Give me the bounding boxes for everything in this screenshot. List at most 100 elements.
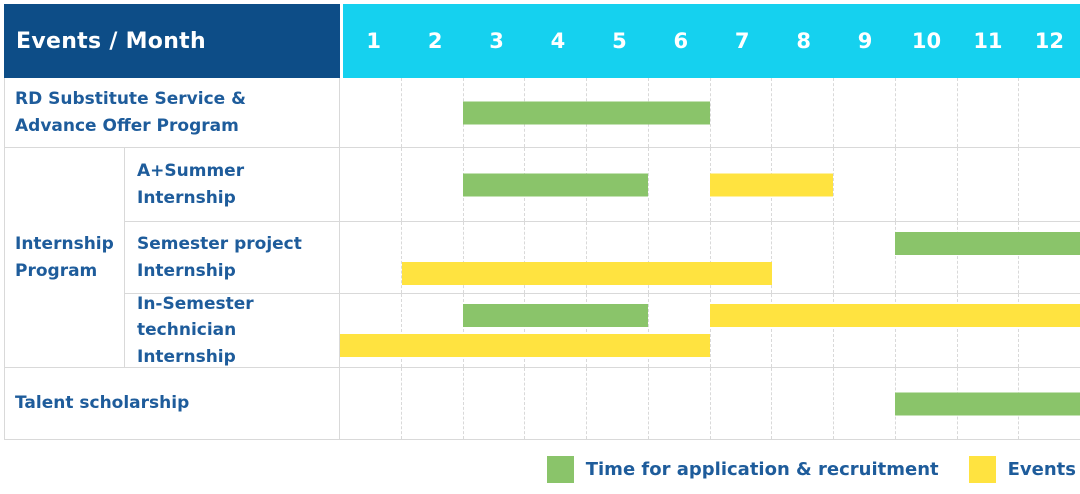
row-label-talent-scholarship: Talent scholarship xyxy=(4,368,340,440)
month-label: 6 xyxy=(673,29,689,53)
month-grid-cell xyxy=(709,222,772,293)
gantt-bar-recruitment xyxy=(895,232,1080,255)
month-grid-cell xyxy=(524,222,586,293)
chart-row-semester-project-internship xyxy=(340,222,1080,294)
month-grid-cell xyxy=(956,222,1019,293)
label-line: Program xyxy=(15,260,98,281)
row-label-a-summer-internship: A+Summer Internship xyxy=(125,148,340,222)
gantt-bar-recruitment xyxy=(463,101,710,124)
chart-row-talent-scholarship xyxy=(340,368,1080,440)
row-label-rd-substitute: RD Substitute Service & Advance Offer Pro… xyxy=(4,78,340,148)
month-grid-cell xyxy=(586,368,648,439)
month-grid-cell xyxy=(894,294,957,367)
month-grid-cell xyxy=(340,148,401,221)
month-label: 11 xyxy=(973,29,1003,53)
month-grid-cell xyxy=(586,294,648,367)
legend-item-recruitment: Time for application & recruitment xyxy=(546,456,939,483)
month-grid-cell xyxy=(400,148,463,221)
month-grid-cell xyxy=(709,148,772,221)
month-grid-cell xyxy=(709,294,772,367)
row-label-in-semester-technician-internship: In-Semester technician Internship xyxy=(125,294,340,368)
row-label-semester-project-internship: Semester project Internship xyxy=(125,222,340,294)
month-grid-cell xyxy=(340,78,401,147)
gantt-bar-events xyxy=(401,262,772,285)
month-label: 2 xyxy=(427,29,443,53)
month-grid-cell xyxy=(1018,78,1080,147)
header-events-month-cell: Events / Month xyxy=(4,4,340,78)
month-grid-cell xyxy=(462,148,525,221)
month-grid-cell xyxy=(709,368,772,439)
month-grid-cell xyxy=(894,78,957,147)
group-label-internship-program: Internship Program xyxy=(4,148,125,368)
chart-row-in-semester-technician-internship xyxy=(340,294,1080,368)
month-label: 3 xyxy=(489,29,504,53)
month-label: 5 xyxy=(612,29,627,53)
month-grid-cell xyxy=(647,294,710,367)
month-grid-cell xyxy=(956,78,1019,147)
gantt-bar-recruitment xyxy=(895,392,1080,415)
month-grid-cell xyxy=(462,294,525,367)
yellow-swatch-icon xyxy=(968,456,996,483)
gantt-bar-events xyxy=(710,304,1080,327)
legend-label-events: Events xyxy=(1007,459,1076,480)
label-line: In-Semester xyxy=(137,293,254,314)
label-line: Advance Offer Program xyxy=(15,115,239,136)
month-grid-cell xyxy=(833,294,895,367)
month-grid-cell xyxy=(647,148,710,221)
legend-label-recruitment: Time for application & recruitment xyxy=(585,459,939,480)
month-label: 1 xyxy=(366,29,382,53)
month-grid-cell xyxy=(400,294,463,367)
month-grid-cell xyxy=(894,148,957,221)
month-grid-cell xyxy=(1018,148,1080,221)
schedule-table: Events / Month 1 2 3 4 5 6 7 8 9 10 11 12 RD Substi… xyxy=(4,4,1080,440)
month-grid-cell xyxy=(524,294,586,367)
month-grid-cell xyxy=(709,78,772,147)
month-grid-cell xyxy=(340,222,401,293)
month-grid-cell xyxy=(771,368,833,439)
month-grid-cell xyxy=(647,222,710,293)
month-grid-cell xyxy=(1018,222,1080,293)
month-grid-cell xyxy=(400,222,463,293)
month-label: 9 xyxy=(857,29,873,53)
chart-row-a-summer-internship xyxy=(340,148,1080,222)
month-grid-cell xyxy=(894,222,957,293)
month-grid-cell xyxy=(833,78,895,147)
month-grid-cell xyxy=(462,78,525,147)
month-grid-cell xyxy=(1018,294,1080,367)
green-swatch-icon xyxy=(546,456,574,483)
month-grid-cell xyxy=(833,222,895,293)
month-grid-cell xyxy=(771,78,833,147)
month-grid-cell xyxy=(462,222,525,293)
month-grid-cell xyxy=(586,222,648,293)
legend-item-events: Events xyxy=(968,456,1076,483)
label-line: RD Substitute Service & xyxy=(15,89,246,110)
label-line: A+Summer xyxy=(137,161,245,182)
label-line: Internship xyxy=(137,260,236,281)
gantt-bar-recruitment xyxy=(463,173,649,196)
label-line: technician Internship xyxy=(137,320,237,367)
month-grid-cell xyxy=(524,368,586,439)
month-grid-cell xyxy=(771,294,833,367)
label-line: Internship xyxy=(137,187,236,208)
month-grid-cell xyxy=(400,78,463,147)
gantt-bar-events xyxy=(710,173,834,196)
label-line: Semester project xyxy=(137,234,302,255)
month-header: 1 2 3 4 5 6 7 8 9 10 11 12 xyxy=(340,4,1080,78)
month-label: 7 xyxy=(734,29,750,53)
month-label: 10 xyxy=(911,29,942,53)
month-label: 4 xyxy=(550,29,566,53)
month-grid-cell xyxy=(956,148,1019,221)
month-grid-cell xyxy=(833,368,895,439)
month-grid-cell xyxy=(771,222,833,293)
month-grid-cell xyxy=(647,368,710,439)
month-grid-cell xyxy=(462,368,525,439)
label-line: Internship xyxy=(15,234,114,255)
gantt-bar-events xyxy=(340,334,710,357)
month-label: 12 xyxy=(1034,29,1064,53)
header-events-month-label: Events / Month xyxy=(16,28,206,54)
month-label: 8 xyxy=(796,29,811,53)
chart-row-rd-substitute xyxy=(340,78,1080,148)
month-grid-cell xyxy=(833,148,895,221)
legend: Time for application & recruitment Event… xyxy=(546,456,1076,483)
month-grid-cell xyxy=(400,368,463,439)
